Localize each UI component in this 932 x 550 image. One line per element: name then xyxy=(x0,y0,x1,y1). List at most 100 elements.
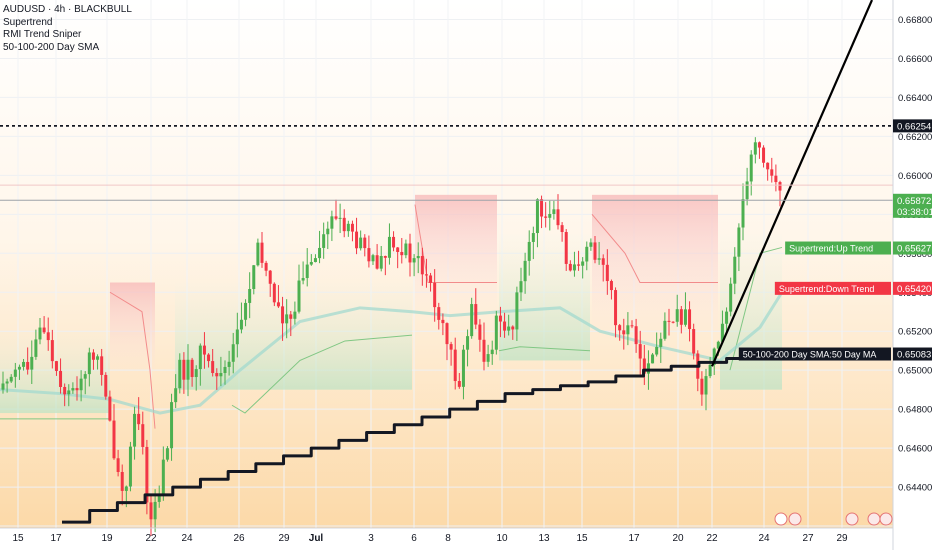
time-tick-label-1: 17 xyxy=(50,533,62,544)
candle-172 xyxy=(708,356,712,379)
candle-body-114 xyxy=(470,304,474,337)
candle-74 xyxy=(305,248,309,287)
candle-14 xyxy=(59,358,63,394)
time-tick-label-6: 29 xyxy=(278,533,290,544)
candle-140 xyxy=(577,250,581,271)
candle-131 xyxy=(540,195,544,229)
candle-body-181 xyxy=(745,181,749,200)
candle-162 xyxy=(667,308,671,336)
supertrend-up-line-2 xyxy=(498,346,591,352)
candle-body-112 xyxy=(461,349,465,387)
candle-body-32 xyxy=(133,413,137,447)
candle-118 xyxy=(486,344,490,367)
candle-body-144 xyxy=(593,242,597,260)
candle-110 xyxy=(453,337,457,390)
candle-6 xyxy=(26,347,30,375)
candle-body-68 xyxy=(281,306,285,324)
supertrend-down-tag: 0.65420 Supertrend:Down Trend xyxy=(774,281,932,295)
candle-body-40 xyxy=(165,448,169,460)
candle-54 xyxy=(223,360,227,385)
candle-body-44 xyxy=(182,359,186,380)
candle-body-13 xyxy=(54,361,58,371)
candle-body-145 xyxy=(597,258,601,260)
candle-body-31 xyxy=(128,446,132,487)
candle-68 xyxy=(281,296,285,341)
uptrend-zone-3 xyxy=(720,233,782,390)
candle-102 xyxy=(420,247,424,286)
candle-body-41 xyxy=(170,402,174,449)
candle-body-49 xyxy=(202,345,206,355)
candle-body-52 xyxy=(215,373,219,377)
supertrend-down-tag-label: Supertrend:Down Trend xyxy=(779,284,875,294)
symbol-line[interactable]: AUDUSD · 4h · BLACKBULL xyxy=(3,4,132,15)
time-tick-label-5: 26 xyxy=(233,533,245,544)
candle-body-101 xyxy=(416,256,420,259)
sma-50-tag: 0.65083 50-100-200 Day SMA:50 Day MA xyxy=(738,347,932,361)
candle-154 xyxy=(634,318,638,353)
candle-81 xyxy=(334,199,338,221)
candle-body-51 xyxy=(211,361,215,374)
candle-168 xyxy=(692,323,696,360)
candle-body-170 xyxy=(700,378,704,395)
trend-line xyxy=(710,0,874,367)
event-marker-icon-1 xyxy=(788,512,802,526)
candle-body-139 xyxy=(572,264,576,271)
indicator-supertrend[interactable]: Supertrend xyxy=(3,16,53,28)
time-tick-label-17: 24 xyxy=(758,533,770,544)
candle-33 xyxy=(137,397,141,431)
candle-body-122 xyxy=(503,321,507,331)
candle-120 xyxy=(494,310,498,355)
candle-body-151 xyxy=(622,330,626,335)
candle-123 xyxy=(507,314,511,336)
candle-body-157 xyxy=(646,363,650,374)
candle-108 xyxy=(445,322,449,361)
candle-body-27 xyxy=(112,420,116,459)
event-marker-icon-2 xyxy=(845,512,859,526)
candle-104 xyxy=(429,272,433,292)
candle-body-64 xyxy=(264,262,268,271)
candle-82 xyxy=(338,203,342,234)
candle-18 xyxy=(75,376,79,401)
candle-body-89 xyxy=(367,248,371,262)
candle-76 xyxy=(313,254,317,263)
candle-body-167 xyxy=(688,309,692,330)
event-marker-icon-4 xyxy=(879,512,893,526)
candle-body-63 xyxy=(260,242,264,263)
candle-52 xyxy=(215,368,219,390)
candle-111 xyxy=(457,373,461,389)
candle-body-131 xyxy=(540,199,544,217)
candle-body-20 xyxy=(83,374,87,379)
candle-body-33 xyxy=(137,413,141,425)
candle-2 xyxy=(9,374,13,384)
candle-body-174 xyxy=(716,341,720,349)
candle-77 xyxy=(318,230,322,264)
candle-9 xyxy=(38,318,42,345)
candle-body-188 xyxy=(774,175,778,183)
candle-22 xyxy=(91,349,95,370)
candle-28 xyxy=(116,449,120,477)
candle-109 xyxy=(449,341,453,366)
candle-39 xyxy=(161,446,165,501)
candle-body-105 xyxy=(433,282,437,308)
candle-49 xyxy=(202,332,206,369)
indicator-sma[interactable]: 50-100-200 Day SMA xyxy=(3,41,100,53)
candle-182 xyxy=(749,150,753,196)
candle-body-152 xyxy=(626,325,630,335)
candle-41 xyxy=(170,393,174,461)
candle-158 xyxy=(651,352,655,364)
candle-96 xyxy=(396,247,400,269)
candle-180 xyxy=(741,183,745,241)
price-tick-label-12: 0.66600 xyxy=(898,54,932,65)
price-tick-label-1: 0.64400 xyxy=(898,483,932,494)
candle-164 xyxy=(675,294,679,327)
candle-body-141 xyxy=(581,261,585,266)
candle-176 xyxy=(725,307,729,335)
price-tick-label-3: 0.64800 xyxy=(898,405,932,416)
time-tick-label-2: 19 xyxy=(101,533,113,544)
indicator-rmi-trend-sniper[interactable]: RMI Trend Sniper xyxy=(3,29,82,40)
sma-50-line xyxy=(62,350,784,524)
last-price-tag-countdown: 03:38:01 xyxy=(897,207,932,218)
candle-91 xyxy=(375,244,379,270)
